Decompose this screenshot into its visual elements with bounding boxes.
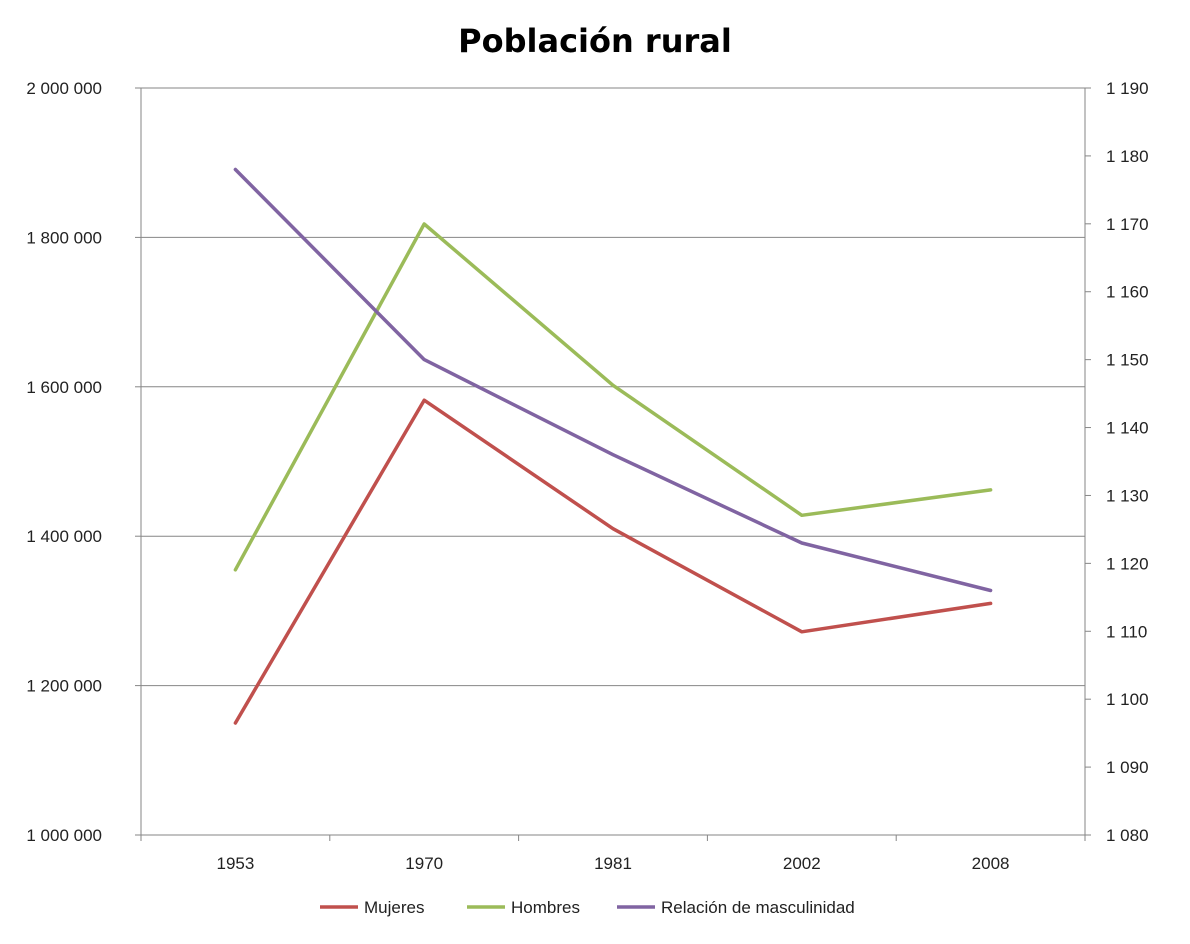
y-left-tick-label: 1 600 000 — [26, 378, 102, 397]
series-line-hombres — [233, 222, 993, 572]
y-right-tick-label: 1 110 — [1106, 622, 1147, 641]
y-left-tick-label: 1 200 000 — [26, 677, 102, 696]
x-axis: 1953 1970 1981 2002 2008 — [140, 835, 1086, 873]
legend: Mujeres Hombres Relación de masculinidad — [320, 898, 855, 917]
legend-label: Hombres — [511, 898, 580, 917]
chart-title: Población rural — [458, 22, 732, 60]
plot-area — [140, 87, 1086, 836]
y-right-tick-label: 1 100 — [1106, 690, 1149, 709]
x-tick-label: 1981 — [594, 854, 632, 873]
y-right-tick-label: 1 130 — [1106, 486, 1149, 505]
x-tick-label: 2002 — [783, 854, 821, 873]
series-line-relación-de-masculinidad — [233, 167, 993, 593]
y-left-tick-label: 1 000 000 — [26, 826, 102, 845]
y-right-tick-label: 1 170 — [1106, 215, 1149, 234]
y-right-tick-label: 1 080 — [1106, 826, 1149, 845]
y-left-tick-label: 1 400 000 — [26, 527, 102, 546]
y-axis-right: 1 080 1 090 1 100 1 110 1 120 1 130 1 140 1 150… — [1085, 79, 1149, 845]
x-tick-label: 1970 — [405, 854, 443, 873]
y-right-tick-label: 1 180 — [1106, 147, 1149, 166]
y-right-tick-label: 1 160 — [1106, 283, 1149, 302]
y-right-tick-label: 1 190 — [1106, 79, 1149, 98]
x-tick-label: 2008 — [972, 854, 1010, 873]
y-right-tick-label: 1 120 — [1106, 554, 1149, 573]
legend-label: Mujeres — [364, 898, 424, 917]
grid-lines — [141, 236, 1085, 687]
y-axis-left: 1 000 000 1 200 000 1 400 000 1 600 000 1 80… — [26, 79, 141, 845]
series-line-mujeres — [233, 398, 993, 725]
y-left-tick-label: 1 800 000 — [26, 228, 102, 247]
y-right-tick-label: 1 090 — [1106, 758, 1149, 777]
y-right-tick-label: 1 140 — [1106, 419, 1149, 438]
y-left-tick-label: 2 000 000 — [26, 79, 102, 98]
legend-label: Relación de masculinidad — [661, 898, 855, 917]
x-tick-label: 1953 — [216, 854, 254, 873]
y-right-tick-label: 1 150 — [1106, 351, 1149, 370]
series-lines — [233, 167, 993, 725]
